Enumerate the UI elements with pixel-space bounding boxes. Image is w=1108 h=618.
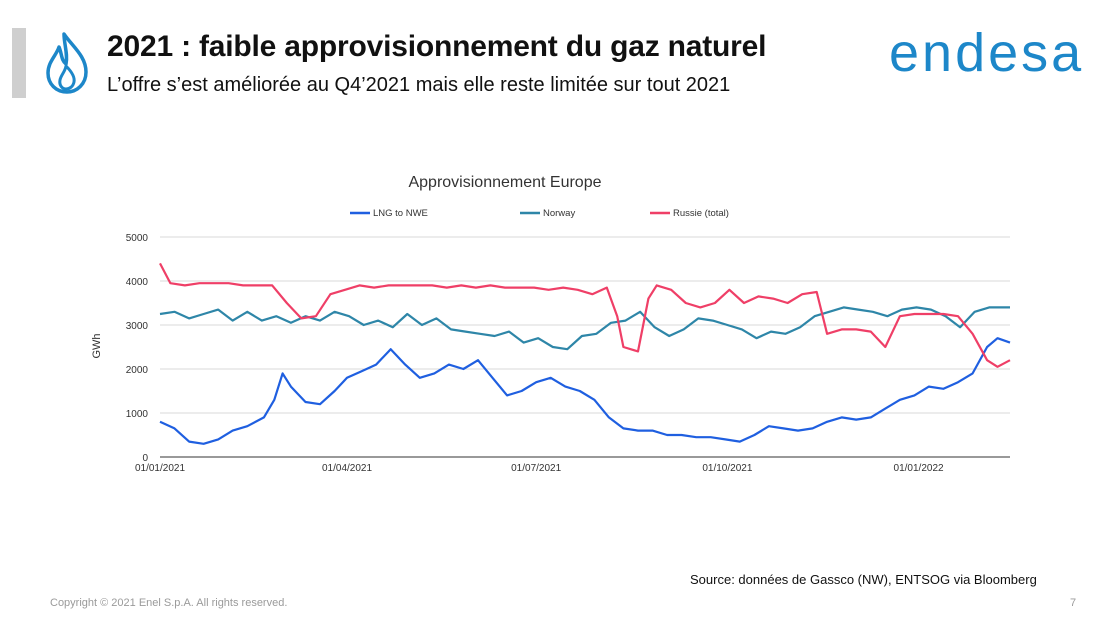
- legend-label: LNG to NWE: [373, 208, 428, 219]
- y-axis: 0 1000 2000 3000 4000 5000: [126, 233, 149, 464]
- x-tick-label: 01/10/2021: [702, 463, 752, 474]
- legend-label: Russie (total): [673, 208, 729, 219]
- x-axis: 01/01/2021 01/04/2021 01/07/2021 01/10/2021…: [135, 463, 944, 474]
- y-tick-label: 5000: [126, 233, 149, 244]
- x-tick-label: 01/01/2022: [894, 463, 944, 474]
- source-note: Source: données de Gassco (NW), ENTSOG v…: [690, 572, 1037, 587]
- chart-grid: [160, 236, 1010, 458]
- x-tick-label: 01/01/2021: [135, 463, 185, 474]
- copyright-text: Copyright © 2021 Enel S.p.A. All rights …: [50, 597, 288, 609]
- y-tick-label: 2000: [126, 365, 149, 376]
- y-tick-label: 1000: [126, 409, 149, 420]
- page-title: 2021 : faible approvisionnement du gaz n…: [107, 30, 767, 63]
- y-tick-label: 4000: [126, 277, 149, 288]
- accent-bar: [12, 28, 26, 98]
- logo-text: endesa: [889, 25, 1084, 83]
- x-tick-label: 01/07/2021: [511, 463, 561, 474]
- page-number: 7: [1070, 597, 1077, 609]
- y-axis-label: GWh: [91, 333, 103, 358]
- endesa-logo: endesa: [889, 25, 1084, 83]
- series-line: [159, 262, 1011, 368]
- gas-flame-icon: [46, 32, 88, 94]
- x-tick-label: 01/04/2021: [322, 463, 372, 474]
- page-subtitle: L’offre s’est améliorée au Q4’2021 mais …: [107, 74, 731, 96]
- chart-series: [159, 262, 1011, 445]
- chart-legend: LNG to NWE Norway Russie (total): [350, 208, 729, 219]
- series-line: [159, 337, 1011, 445]
- y-tick-label: 3000: [126, 321, 149, 332]
- supply-chart: Approvisionnement Europe LNG to NWE Norwa…: [91, 174, 1011, 474]
- legend-label: Norway: [543, 208, 575, 219]
- chart-title: Approvisionnement Europe: [408, 174, 601, 191]
- y-tick-label: 0: [142, 453, 148, 464]
